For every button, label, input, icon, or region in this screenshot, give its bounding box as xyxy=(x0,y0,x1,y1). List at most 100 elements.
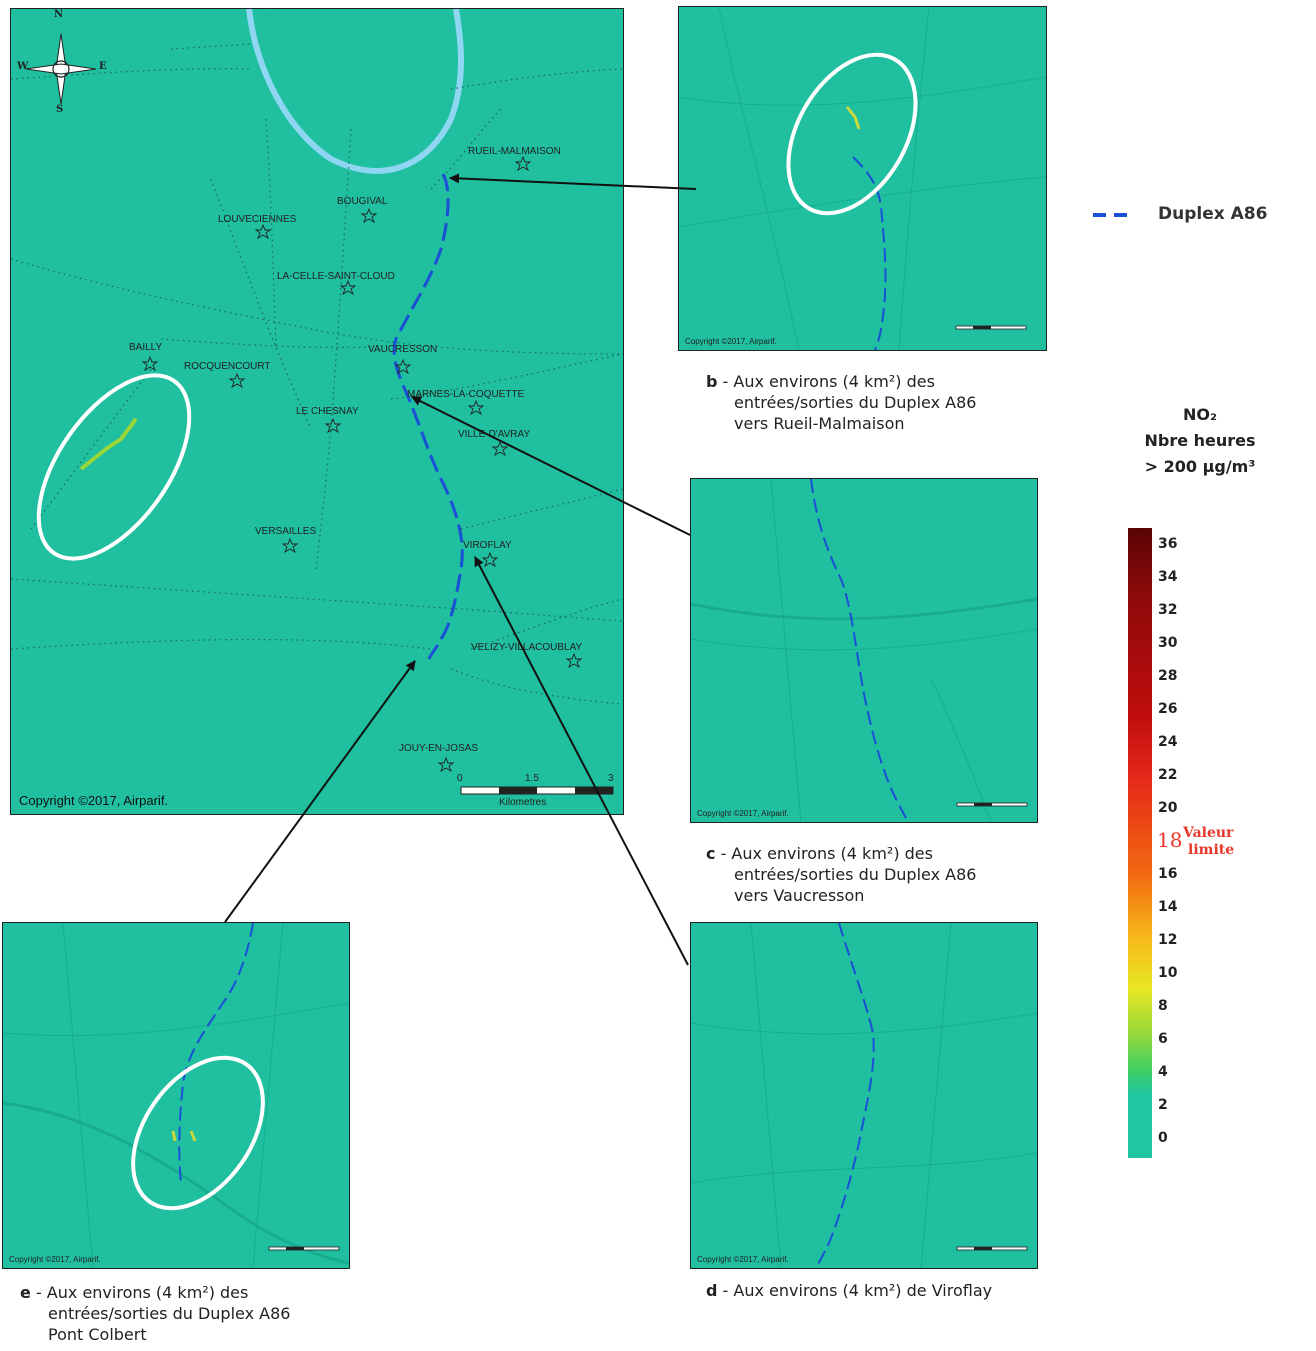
inset-map-c: Copyright ©2017, Airparif. xyxy=(690,478,1038,823)
no2-hotspot-e xyxy=(171,1130,197,1142)
town-label-viroflay: VIROFLAY xyxy=(463,540,512,551)
inset-e-copyright: Copyright ©2017, Airparif. xyxy=(9,1255,101,1264)
limit-value-label: 18 xyxy=(1157,828,1183,852)
compass-south-label: S xyxy=(56,104,64,115)
highlight-ellipse-b xyxy=(786,52,918,216)
scale-tick-3: 3 xyxy=(608,773,614,784)
inset-b-graphics xyxy=(679,7,1046,350)
town-label-rocquencourt: ROCQUENCOURT xyxy=(184,361,271,372)
compass-rose-icon xyxy=(25,33,97,105)
town-markers xyxy=(141,155,583,773)
scale-tick-14: 14 xyxy=(1158,899,1178,915)
inset-map-b: Copyright ©2017, Airparif. xyxy=(678,6,1047,351)
town-label-bougival: BOUGIVAL xyxy=(337,196,388,207)
main-map-copyright: Copyright ©2017, Airparif. xyxy=(19,793,169,808)
scale-tick-16: 16 xyxy=(1158,866,1178,882)
scale-tick-2: 2 xyxy=(1158,1097,1168,1113)
highlight-ellipse-main xyxy=(36,373,192,561)
compass-west-label: W xyxy=(17,61,29,72)
scale-tick-30: 30 xyxy=(1158,635,1178,651)
scale-tick-22: 22 xyxy=(1158,767,1178,783)
caption-b: b - Aux environs (4 km²) des entrées/sor… xyxy=(706,371,976,434)
inset-c-copyright: Copyright ©2017, Airparif. xyxy=(697,809,789,818)
no2-scale-title-line3: > 200 µg/m³ xyxy=(1144,457,1256,476)
caption-b-line3: vers Rueil-Malmaison xyxy=(734,414,905,433)
inset-e-scale-bar xyxy=(268,1246,340,1251)
scale-tick-34: 34 xyxy=(1158,569,1178,585)
seine-river xyxy=(246,9,464,174)
duplex-a86-route-b xyxy=(852,156,887,350)
caption-c-line3: vers Vaucresson xyxy=(734,886,865,905)
scale-tick-28: 28 xyxy=(1158,668,1178,684)
scale-tick-4: 4 xyxy=(1158,1064,1168,1080)
caption-c: c - Aux environs (4 km²) des entrées/sor… xyxy=(706,843,976,906)
duplex-a86-route-e xyxy=(178,923,254,1184)
caption-e-line2: entrées/sorties du Duplex A86 xyxy=(48,1304,291,1323)
scale-tick-36: 36 xyxy=(1158,536,1178,552)
no2-scale-title-line1: NO₂ xyxy=(1183,405,1217,424)
scale-tick-8: 8 xyxy=(1158,998,1168,1014)
compass-north-label: N xyxy=(54,9,64,20)
caption-b-letter: b xyxy=(706,372,718,391)
scale-tick-32: 32 xyxy=(1158,602,1178,618)
no2-scale-title: NO₂ Nbre heures > 200 µg/m³ xyxy=(1090,402,1310,480)
inset-d-scale-bar xyxy=(956,1246,1028,1251)
caption-e-line3: Pont Colbert xyxy=(48,1325,147,1344)
town-label-marnes-la-coquette: MARNES-LA-COQUETTE xyxy=(407,389,525,400)
scale-tick-0: 0 xyxy=(1158,1130,1168,1146)
scale-tick-20: 20 xyxy=(1158,800,1178,816)
compass-east-label: E xyxy=(99,61,107,72)
duplex-a86-route xyxy=(392,173,464,660)
limit-text-line2: limite xyxy=(1188,842,1235,858)
inset-e-graphics xyxy=(3,923,349,1268)
town-label-versailles: VERSAILLES xyxy=(255,526,317,537)
caption-d-letter: d xyxy=(706,1281,718,1300)
inset-b-scale-bar xyxy=(955,325,1027,330)
duplex-a86-route-d xyxy=(815,923,875,1268)
inset-map-d: Copyright ©2017, Airparif. xyxy=(690,922,1038,1269)
duplex-a86-legend-swatch xyxy=(1093,213,1133,217)
limit-text-line1: Valeur xyxy=(1183,825,1234,841)
no2-scale-title-line2: Nbre heures xyxy=(1144,431,1256,450)
caption-d-line1: - Aux environs (4 km²) de Viroflay xyxy=(717,1281,993,1300)
no2-color-scale-bar xyxy=(1128,528,1152,1158)
inset-b-copyright: Copyright ©2017, Airparif. xyxy=(685,337,777,346)
caption-b-line1: - Aux environs (4 km²) des xyxy=(717,372,935,391)
town-label-ville-d-avray: VILLE-D'AVRAY xyxy=(458,429,531,440)
inset-d-graphics xyxy=(691,923,1037,1268)
scale-tick-1-5: 1.5 xyxy=(525,773,539,784)
town-label-le-chesnay: LE CHESNAY xyxy=(296,406,359,417)
scale-tick-26: 26 xyxy=(1158,701,1178,717)
main-map: N S W E RUEIL-MALMAISON BOUGIVAL LOUVECI… xyxy=(10,8,624,815)
town-label-velizy-villacoublay: VELIZY-VILLACOUBLAY xyxy=(471,642,583,653)
duplex-a86-route-c xyxy=(810,479,909,822)
town-label-rueil-malmaison: RUEIL-MALMAISON xyxy=(468,146,561,157)
caption-c-line1: - Aux environs (4 km²) des xyxy=(715,844,933,863)
inset-c-scale-bar xyxy=(956,802,1028,807)
town-label-jouy-en-josas: JOUY-EN-JOSAS xyxy=(399,743,479,754)
caption-e-line1: - Aux environs (4 km²) des xyxy=(30,1283,249,1302)
scale-tick-12: 12 xyxy=(1158,932,1178,948)
town-label-bailly: BAILLY xyxy=(129,342,163,353)
duplex-a86-legend-label: Duplex A86 xyxy=(1158,204,1268,224)
town-label-louveciennes: LOUVECIENNES xyxy=(218,214,297,225)
caption-e-letter: e xyxy=(20,1283,31,1302)
no2-hotspot-a13 xyxy=(79,417,138,471)
no2-hotspot-b xyxy=(845,106,861,130)
town-label-vaucresson: VAUCRESSON xyxy=(368,344,438,355)
caption-d: d - Aux environs (4 km²) de Viroflay xyxy=(706,1280,992,1301)
caption-c-letter: c xyxy=(706,844,716,863)
inset-map-e: Copyright ©2017, Airparif. xyxy=(2,922,350,1269)
seine-river-inner xyxy=(264,9,451,162)
caption-e: e - Aux environs (4 km²) des entrées/sor… xyxy=(20,1282,290,1345)
highlight-ellipse-e xyxy=(131,1055,265,1211)
inset-d-copyright: Copyright ©2017, Airparif. xyxy=(697,1255,789,1264)
scale-unit-label: Kilometres xyxy=(499,797,547,808)
scale-tick-10: 10 xyxy=(1158,965,1178,981)
scale-tick-24: 24 xyxy=(1158,734,1178,750)
scale-bar xyxy=(460,786,614,795)
caption-b-line2: entrées/sorties du Duplex A86 xyxy=(734,393,977,412)
inset-c-graphics xyxy=(691,479,1037,822)
scale-tick-0: 0 xyxy=(457,773,463,784)
scale-tick-6: 6 xyxy=(1158,1031,1168,1047)
